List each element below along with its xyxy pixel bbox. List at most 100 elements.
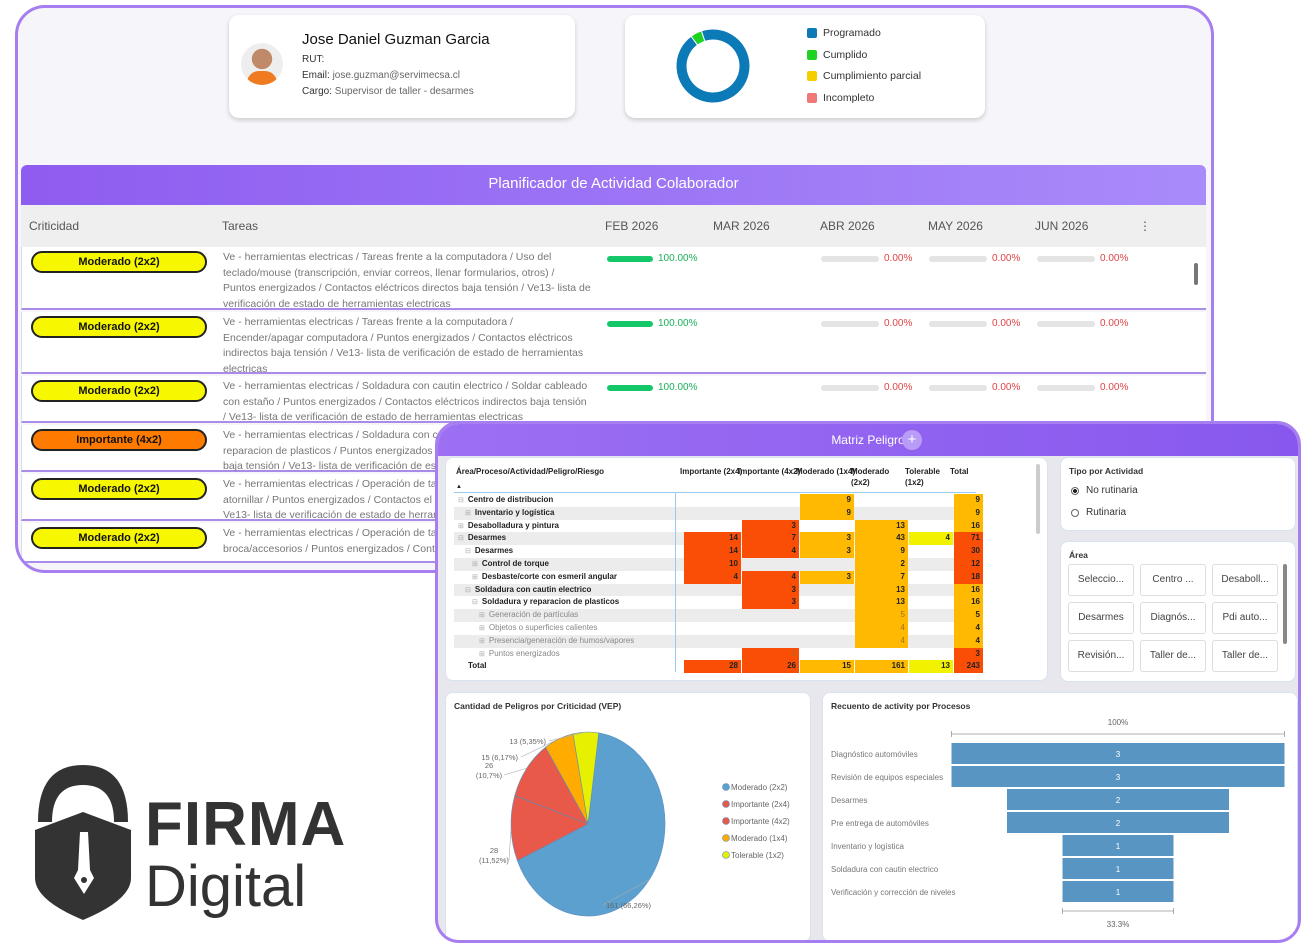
legend-swatch-icon [807, 92, 817, 103]
collapse-icon[interactable]: ⊟ [458, 497, 464, 504]
matrix-row[interactable]: ⊞ Desbaste/corte con esmeril angular 4 4 3 7 1… [454, 570, 983, 584]
matrix-row[interactable]: ⊟ Desarmes 14 4 3 9 30 [454, 545, 983, 558]
add-button[interactable]: + [902, 430, 922, 450]
legend-marker-icon[interactable] [722, 800, 730, 808]
expand-icon[interactable]: ⊞ [479, 650, 485, 658]
col-mar[interactable]: MAR 2026 [713, 219, 770, 233]
legend-marker-icon[interactable] [722, 851, 730, 859]
progress-bar [821, 320, 879, 327]
funnel-bar[interactable] [1062, 881, 1174, 902]
matrix-total-cell: 9 [954, 494, 983, 507]
sort-icon[interactable]: ▲ [456, 484, 462, 490]
area-scrollbar[interactable] [1283, 564, 1287, 644]
funnel-value-label: 2 [1116, 819, 1121, 828]
legend-item[interactable]: Cumplido [807, 49, 867, 61]
matrix-total-row[interactable]: Total 28 26 15 161 13 243 [454, 660, 983, 674]
collapse-icon[interactable]: ⊟ [465, 586, 471, 594]
matrix-col-header[interactable]: Importante (4x2) [738, 467, 801, 476]
matrix-row[interactable]: ⊞ Inventario y logística 9 9 [454, 506, 983, 520]
area-button[interactable]: Desarmes [1068, 602, 1134, 634]
matrix-row[interactable]: ⊟ Desarmes 14 7 3 43 4 71 [454, 532, 983, 546]
funnel-bar[interactable] [1007, 789, 1229, 810]
pie-legend-label[interactable]: Importante (2x4) [731, 800, 790, 809]
criticidad-badge[interactable]: Moderado (2x2) [31, 316, 207, 338]
criticidad-badge[interactable]: Moderado (2x2) [31, 478, 207, 500]
area-button[interactable]: Taller de... [1212, 640, 1278, 672]
matrix-row[interactable]: ⊟ Centro de distribucion 9 9 [454, 494, 983, 507]
profile-cargo: Supervisor de taller - desarmes [334, 86, 474, 97]
funnel-category-label: Revisión de equipos especiales [831, 773, 943, 782]
col-feb[interactable]: FEB 2026 [605, 219, 659, 233]
funnel-bar[interactable] [1007, 812, 1229, 833]
legend-item[interactable]: Incompleto [807, 92, 874, 104]
matrix-row[interactable]: ⊞ Control de torque 10 2 12 [454, 558, 983, 571]
matrix-row[interactable]: ⊞ Objetos o superficies calientes 4 4 [454, 622, 983, 635]
matrix-col-header[interactable]: Total [950, 467, 969, 476]
matrix-cell: 15 [800, 660, 854, 674]
area-button[interactable]: Centro ... [1140, 564, 1206, 596]
expand-icon[interactable]: ⊞ [458, 522, 464, 530]
col-abr[interactable]: ABR 2026 [820, 219, 875, 233]
matrix-col-header[interactable]: Tolerable (1x2) [905, 467, 940, 487]
matrix-col-header[interactable]: Moderado (2x2) [851, 467, 890, 487]
legend-item[interactable]: Cumplimiento parcial [807, 70, 921, 82]
pie-legend-label[interactable]: Moderado (1x4) [731, 834, 788, 843]
expand-icon[interactable]: ⊞ [472, 561, 478, 568]
criticidad-badge[interactable]: Moderado (2x2) [31, 251, 207, 273]
funnel-bar[interactable] [1062, 858, 1174, 879]
radio-no-rutinaria[interactable]: No rutinaria [1071, 485, 1138, 496]
matrix-header-label[interactable]: Área/Proceso/Actividad/Peligro/Riesgo [456, 467, 605, 476]
expand-icon[interactable]: ⊞ [465, 509, 471, 517]
area-button[interactable]: Desaboll... [1212, 564, 1278, 596]
funnel-bar[interactable] [951, 743, 1285, 764]
funnel-bar[interactable] [1062, 835, 1174, 856]
criticidad-badge[interactable]: Moderado (2x2) [31, 380, 207, 402]
collapse-icon[interactable]: ⊟ [472, 599, 478, 607]
area-button[interactable]: Revisión... [1068, 640, 1134, 672]
matrix-row[interactable]: ⊞ Desabolladura y pintura 3 13 16 [454, 519, 983, 533]
legend-marker-icon[interactable] [722, 783, 730, 791]
matrix-row[interactable]: ⊞ Puntos energizados 3 3 [454, 647, 983, 661]
donut-segment-0[interactable] [675, 28, 751, 104]
legend-item[interactable]: Programado [807, 27, 881, 39]
area-button[interactable]: Diagnós... [1140, 602, 1206, 634]
matrix-total-cell: 30 [954, 545, 983, 558]
matrix-col-header[interactable]: Importante (2x4) [680, 467, 743, 476]
expand-icon[interactable]: ⊞ [479, 625, 485, 632]
pie-slice[interactable] [510, 795, 589, 862]
matrix-col-header[interactable]: Moderado (1x4) [796, 467, 856, 476]
column-menu-icon[interactable]: ⋮ [1139, 219, 1151, 233]
radio-rutinaria[interactable]: Rutinaria [1071, 507, 1126, 518]
pie-slice[interactable] [572, 731, 600, 825]
matrix-row[interactable]: ⊞ Generación de partículas 5 5 [454, 609, 983, 622]
area-button[interactable]: Taller de... [1140, 640, 1206, 672]
task-line: Ve - herramientas electricas / Soldadura… [223, 380, 588, 392]
radio-empty-icon[interactable] [1071, 508, 1079, 517]
expand-icon[interactable]: ⊞ [479, 637, 485, 645]
col-jun[interactable]: JUN 2026 [1035, 219, 1089, 233]
criticidad-badge[interactable]: Importante (4x2) [31, 429, 207, 451]
collapse-icon[interactable]: ⊟ [458, 535, 464, 543]
matrix-scrollbar[interactable] [1036, 464, 1040, 534]
criticidad-badge[interactable]: Moderado (2x2) [31, 527, 207, 549]
matrix-row[interactable]: ⊟ Soldadura y reparacion de plasticos 3 13 1… [454, 596, 983, 610]
matrix-row[interactable]: ⊟ Soldadura con cautin electrico 3 13 16 [454, 583, 983, 597]
col-may[interactable]: MAY 2026 [928, 219, 983, 233]
planner-scrollbar[interactable] [1194, 263, 1198, 285]
col-criticidad[interactable]: Criticidad [29, 219, 80, 233]
pie-legend-label[interactable]: Tolerable (1x2) [731, 851, 784, 860]
funnel-bar[interactable] [951, 766, 1285, 787]
pie-legend-label[interactable]: Moderado (2x2) [731, 783, 788, 792]
donut-segment-1[interactable] [690, 30, 706, 46]
col-tareas[interactable]: Tareas [222, 219, 259, 233]
pie-legend-label[interactable]: Importante (4x2) [731, 817, 790, 826]
expand-icon[interactable]: ⊞ [472, 573, 478, 581]
area-button[interactable]: Seleccio... [1068, 564, 1134, 596]
matrix-row[interactable]: ⊞ Presencia/generación de humos/vapores 4 4 [454, 634, 983, 648]
expand-icon[interactable]: ⊞ [479, 612, 485, 620]
legend-marker-icon[interactable] [722, 834, 730, 842]
legend-marker-icon[interactable] [722, 817, 730, 825]
radio-selected-icon[interactable] [1071, 486, 1079, 495]
area-button[interactable]: Pdi auto... [1212, 602, 1278, 634]
collapse-icon[interactable]: ⊟ [465, 548, 471, 556]
